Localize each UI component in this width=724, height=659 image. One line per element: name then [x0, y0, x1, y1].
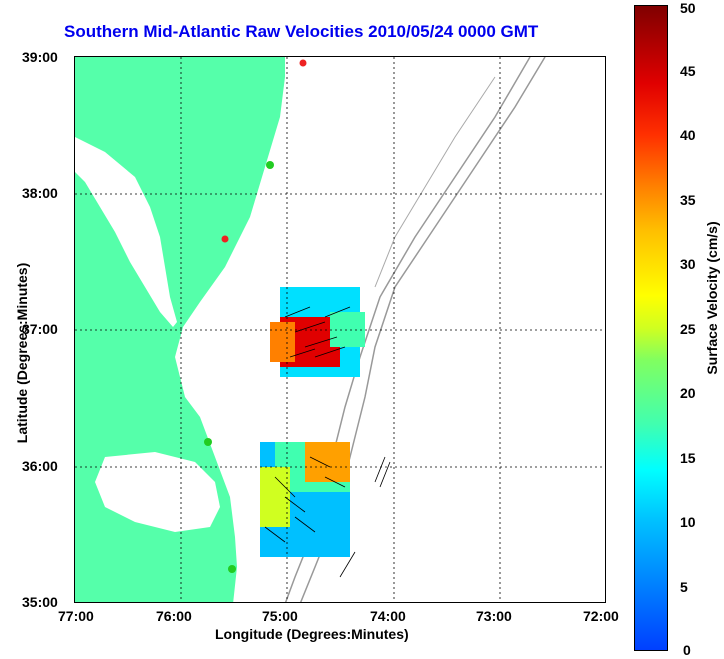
colorbar-tick: 5 — [680, 579, 688, 595]
x-tick-label: 77:00 — [58, 608, 94, 624]
y-tick-label: 38:00 — [22, 185, 58, 201]
colorbar-tick: 40 — [680, 127, 696, 143]
y-tick-label: 37:00 — [22, 321, 58, 337]
colorbar-tick: 10 — [680, 514, 696, 530]
colorbar-tick: 0 — [683, 642, 691, 658]
station-marker — [204, 438, 212, 446]
map-svg — [75, 57, 605, 602]
velocity-patch-north — [270, 287, 365, 377]
map-plot-area — [74, 56, 606, 603]
y-tick-label: 36:00 — [22, 458, 58, 474]
velocity-arrows — [264, 306, 391, 578]
station-marker — [228, 565, 236, 573]
velocity-patch-south — [260, 442, 375, 557]
station-marker — [221, 235, 229, 243]
map-title: Southern Mid-Atlantic Raw Velocities 201… — [64, 22, 539, 41]
colorbar-tick: 35 — [680, 192, 696, 208]
gridlines — [75, 57, 605, 602]
station-marker — [299, 59, 307, 67]
x-axis-title: Longitude (Degrees:Minutes) — [215, 626, 409, 642]
station-marker — [266, 161, 274, 169]
y-axis-title: Latitude (Degrees:Minutes) — [14, 262, 30, 444]
colorbar-tick: 25 — [680, 321, 696, 337]
colorbar-tick: 50 — [680, 0, 696, 16]
x-tick-label: 73:00 — [476, 608, 512, 624]
chesapeake-bay — [75, 137, 177, 327]
colorbar-tick: 45 — [680, 63, 696, 79]
x-tick-label: 72:00 — [583, 608, 619, 624]
colorbar-tick: 20 — [680, 385, 696, 401]
x-tick-label: 75:00 — [262, 608, 298, 624]
x-tick-label: 74:00 — [370, 608, 406, 624]
colorbar — [634, 5, 668, 651]
x-tick-label: 76:00 — [156, 608, 192, 624]
colorbar-title: Surface Velocity (cm/s) — [704, 221, 720, 375]
bathymetry-contour — [374, 76, 496, 288]
y-tick-label: 39:00 — [22, 49, 58, 65]
colorbar-tick: 15 — [680, 450, 696, 466]
colorbar-tick: 30 — [680, 256, 696, 272]
y-tick-label: 35:00 — [22, 594, 58, 610]
pamlico-sound — [95, 452, 220, 532]
